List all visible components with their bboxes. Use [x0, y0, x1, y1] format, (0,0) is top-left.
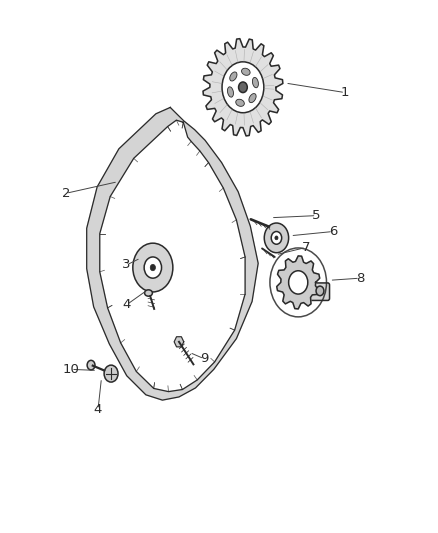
Ellipse shape [227, 87, 233, 97]
Ellipse shape [241, 68, 250, 75]
Circle shape [271, 231, 282, 244]
Circle shape [316, 286, 324, 296]
FancyBboxPatch shape [308, 283, 329, 301]
Text: 4: 4 [94, 403, 102, 416]
Circle shape [264, 223, 289, 253]
Polygon shape [277, 256, 320, 309]
Ellipse shape [230, 72, 237, 81]
Polygon shape [203, 39, 283, 136]
Text: 3: 3 [123, 259, 131, 271]
Ellipse shape [236, 99, 244, 107]
Text: 8: 8 [356, 272, 364, 285]
Text: 10: 10 [63, 363, 79, 376]
Circle shape [222, 62, 264, 113]
Text: 9: 9 [200, 352, 208, 365]
Text: 5: 5 [312, 209, 321, 222]
Polygon shape [174, 337, 184, 347]
Text: 2: 2 [62, 187, 70, 200]
Circle shape [289, 271, 308, 294]
Text: 7: 7 [302, 241, 310, 254]
Ellipse shape [252, 77, 258, 88]
Polygon shape [87, 108, 258, 400]
Text: 1: 1 [341, 86, 350, 99]
Text: 4: 4 [123, 298, 131, 311]
Circle shape [104, 365, 118, 382]
Circle shape [275, 236, 278, 240]
Circle shape [144, 257, 162, 278]
Ellipse shape [249, 94, 256, 103]
Circle shape [239, 82, 247, 93]
Circle shape [87, 360, 95, 370]
Text: 6: 6 [329, 225, 337, 238]
Circle shape [133, 243, 173, 292]
Ellipse shape [145, 290, 152, 296]
Circle shape [150, 264, 155, 271]
